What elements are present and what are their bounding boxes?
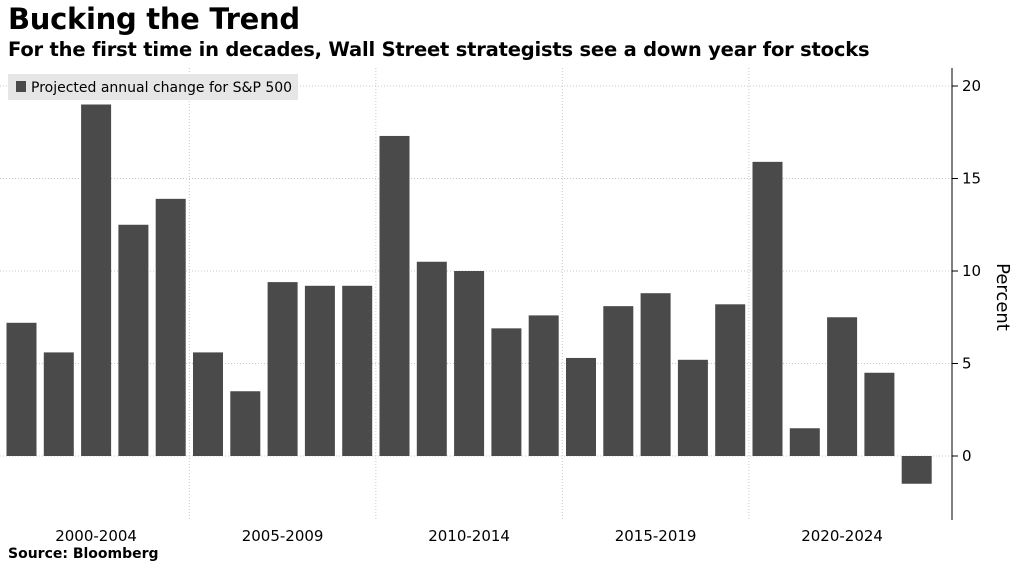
bar: [528, 315, 559, 456]
bar: [715, 304, 746, 456]
bar: [6, 322, 37, 456]
legend-label: Projected annual change for S&P 500: [31, 80, 292, 96]
bar: [752, 161, 783, 456]
y-axis: 0 5 10 15 20: [951, 68, 981, 520]
legend: Projected annual change for S&P 500: [8, 74, 298, 100]
source-note: Source: Bloomberg: [8, 546, 159, 562]
bar: [193, 352, 223, 456]
x-group-label: 2020-2024: [801, 527, 883, 545]
x-group-label: 2000-2004: [55, 527, 137, 545]
bar: [901, 456, 932, 484]
y-tick-label: 20: [962, 77, 981, 95]
chart-subtitle: For the first time in decades, Wall Stre…: [8, 38, 870, 61]
bar: [677, 359, 708, 456]
bar: [267, 282, 298, 456]
legend-background: [8, 74, 298, 100]
chart-title: Bucking the Trend: [8, 2, 300, 36]
bar: [81, 104, 112, 456]
bar: [230, 391, 261, 456]
bar: [566, 357, 596, 456]
bar: [155, 198, 186, 456]
bar: [640, 293, 671, 456]
bar: [342, 285, 373, 456]
legend-swatch: [16, 81, 26, 92]
grid-lines: [0, 68, 952, 520]
x-axis-labels: 2000-2004 2005-2009 2010-2014 2015-2019 2020…: [55, 527, 883, 545]
y-tick-label: 0: [962, 447, 972, 465]
y-tick-label: 15: [962, 170, 981, 188]
x-group-label: 2010-2014: [428, 527, 510, 545]
y-tick-label: 5: [962, 355, 972, 373]
bar: [491, 328, 522, 456]
x-group-label: 2005-2009: [242, 527, 324, 545]
x-group-label: 2015-2019: [615, 527, 697, 545]
bar-series: [6, 104, 932, 484]
y-axis-title: Percent: [992, 263, 1013, 331]
bar: [864, 372, 895, 456]
bar: [118, 224, 149, 456]
bar: [304, 285, 335, 456]
bar: [603, 306, 634, 456]
bar: [43, 352, 74, 456]
y-tick-label: 10: [962, 262, 981, 280]
bar: [454, 271, 485, 456]
bar: [789, 428, 820, 456]
bar: [416, 261, 447, 456]
bar: [379, 135, 410, 456]
bar: [827, 317, 858, 456]
